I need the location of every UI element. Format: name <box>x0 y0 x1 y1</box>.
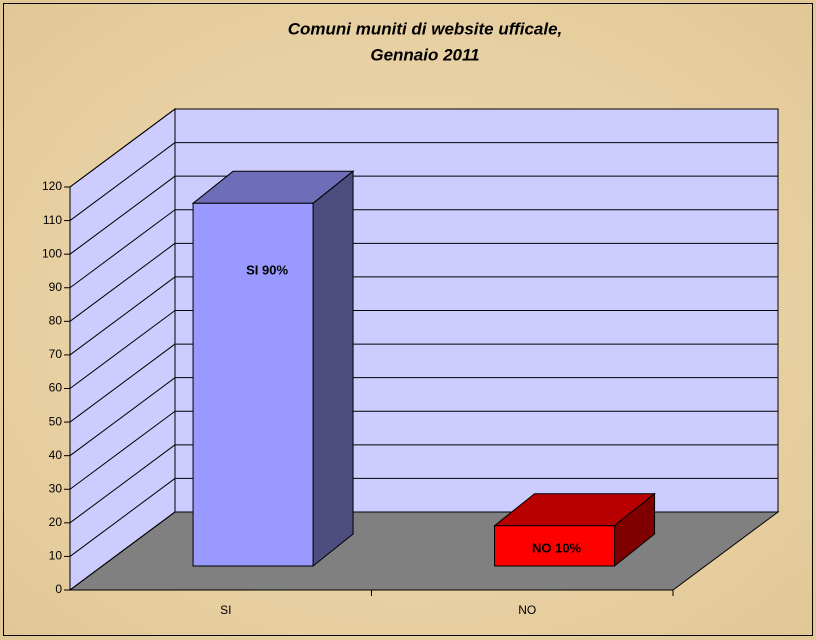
bar-side <box>312 170 354 568</box>
bar <box>493 492 656 568</box>
grid-line <box>69 108 176 188</box>
y-tick-label: 10 <box>49 549 63 563</box>
bar <box>191 170 355 568</box>
grid-line <box>69 209 176 289</box>
y-tick-label: 0 <box>55 582 62 596</box>
y-tick-label: 80 <box>49 314 63 328</box>
grid-line <box>69 444 176 524</box>
chart-title: Comuni muniti di website ufficale, <box>288 19 563 38</box>
y-tick-label: 30 <box>49 481 63 495</box>
y-tick-label: 50 <box>49 414 63 428</box>
plot: 0 10 20 30 40 50 60 70 80 90 100 110 120 SI SI 90% NO NO… <box>42 108 780 617</box>
y-tick-label: 40 <box>49 448 63 462</box>
chart-title: Gennaio 2011 <box>370 45 479 64</box>
frame <box>3 3 813 636</box>
grid-line <box>69 511 176 591</box>
y-tick-label: 60 <box>49 381 63 395</box>
grid-line <box>69 276 176 356</box>
bar-front <box>494 525 616 567</box>
data-label: SI 90% <box>246 263 288 278</box>
grid-line <box>69 175 176 255</box>
x-tick-label: NO <box>518 603 536 617</box>
y-tick-label: 120 <box>42 179 62 193</box>
x-tick-label: SI <box>220 603 231 617</box>
floor <box>68 511 780 591</box>
bar-front <box>192 202 314 567</box>
grid-line <box>69 242 176 322</box>
y-tick-label: 70 <box>49 347 63 361</box>
grid-line <box>69 310 176 389</box>
y-tick-label: 90 <box>49 280 63 294</box>
grid-line <box>69 478 176 557</box>
y-tick-label: 20 <box>49 515 63 529</box>
grid-line <box>69 410 176 490</box>
data-label: NO 10% <box>532 540 582 555</box>
grid-line <box>69 377 176 457</box>
grid-line <box>69 142 176 221</box>
y-tick-label: 110 <box>43 213 62 227</box>
y-tick-label: 100 <box>42 246 62 260</box>
grid-line <box>69 343 176 423</box>
